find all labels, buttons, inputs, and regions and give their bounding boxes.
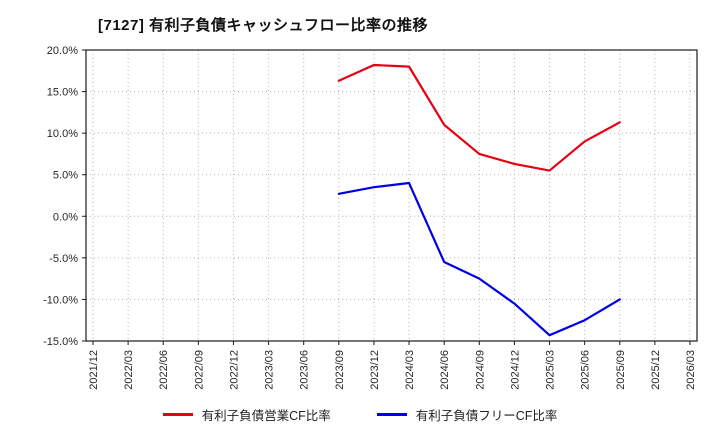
legend-item-free-cf: 有利子負債フリーCF比率 bbox=[376, 405, 558, 424]
svg-text:2025/09: 2025/09 bbox=[615, 350, 627, 390]
svg-text:20.0%: 20.0% bbox=[47, 45, 78, 57]
svg-text:2021/12: 2021/12 bbox=[88, 350, 100, 390]
svg-text:2024/12: 2024/12 bbox=[509, 350, 521, 390]
svg-text:2026/03: 2026/03 bbox=[685, 350, 697, 390]
svg-text:2023/09: 2023/09 bbox=[334, 350, 346, 390]
svg-text:2024/03: 2024/03 bbox=[404, 350, 416, 390]
svg-text:2024/09: 2024/09 bbox=[474, 350, 486, 390]
svg-text:15.0%: 15.0% bbox=[47, 87, 78, 99]
svg-text:2022/12: 2022/12 bbox=[228, 350, 240, 390]
svg-text:2023/06: 2023/06 bbox=[299, 350, 311, 390]
svg-text:2023/03: 2023/03 bbox=[264, 350, 276, 390]
svg-text:2024/06: 2024/06 bbox=[439, 350, 451, 390]
svg-text:-15.0%: -15.0% bbox=[43, 336, 78, 348]
svg-text:2025/12: 2025/12 bbox=[650, 350, 662, 390]
svg-text:2025/06: 2025/06 bbox=[580, 350, 592, 390]
svg-text:2025/03: 2025/03 bbox=[545, 350, 557, 390]
svg-text:5.0%: 5.0% bbox=[53, 170, 78, 182]
svg-text:-5.0%: -5.0% bbox=[49, 253, 78, 265]
legend-item-operating-cf: 有利子負債営業CF比率 bbox=[162, 405, 331, 424]
svg-text:2022/06: 2022/06 bbox=[158, 350, 170, 390]
svg-text:2023/12: 2023/12 bbox=[369, 350, 381, 390]
chart-legend: 有利子負債営業CF比率 有利子負債フリーCF比率 bbox=[0, 405, 720, 424]
legend-line-blue bbox=[376, 413, 407, 416]
svg-text:2022/09: 2022/09 bbox=[193, 350, 205, 390]
line-chart-svg: 20.0% 15.0% 10.0% 5.0% 0.0% -5.0% -10.0% -15.0%… bbox=[43, 45, 698, 390]
chart-plot-area: 20.0% 15.0% 10.0% 5.0% 0.0% -5.0% -10.0% -15.0%… bbox=[0, 35, 720, 403]
legend-line-red bbox=[162, 413, 193, 416]
svg-text:10.0%: 10.0% bbox=[47, 128, 78, 140]
svg-text:-10.0%: -10.0% bbox=[43, 294, 78, 306]
chart-page: [7127] 有利子負債キャッシュフロー比率の推移 20.0% 15.0% 10.0… bbox=[0, 17, 720, 424]
svg-text:2022/03: 2022/03 bbox=[123, 350, 135, 390]
legend-label-operating-cf: 有利子負債営業CF比率 bbox=[201, 409, 331, 423]
chart-title: [7127] 有利子負債キャッシュフロー比率の推移 bbox=[98, 17, 429, 34]
svg-text:0.0%: 0.0% bbox=[53, 211, 78, 223]
legend-label-free-cf: 有利子負債フリーCF比率 bbox=[415, 409, 558, 423]
